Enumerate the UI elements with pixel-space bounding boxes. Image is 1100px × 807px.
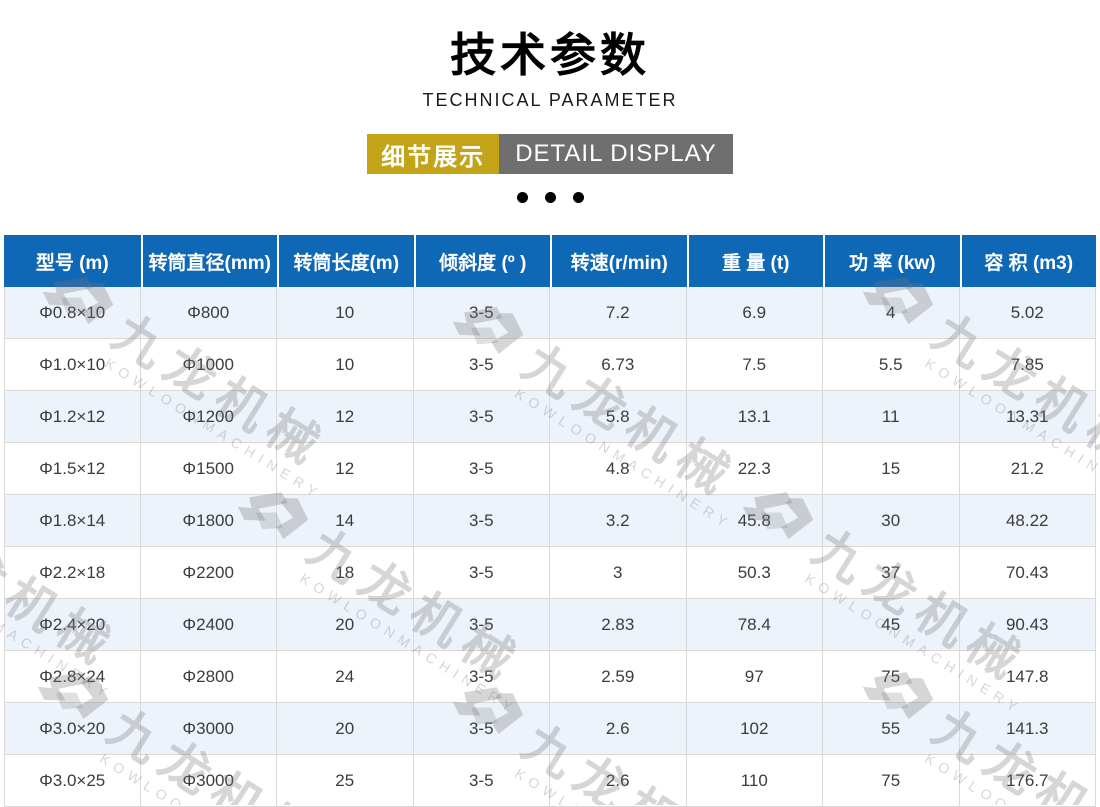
table-cell: 141.3 xyxy=(959,703,1096,755)
dot-icon xyxy=(544,192,556,203)
table-cell: 55 xyxy=(823,703,960,755)
table-cell: 13.31 xyxy=(959,391,1096,443)
table-cell: 78.4 xyxy=(686,599,823,651)
column-header: 转速(r/min) xyxy=(550,235,687,287)
table-cell: 7.5 xyxy=(686,339,823,391)
table-cell: 147.8 xyxy=(959,651,1096,703)
table-cell: 2.6 xyxy=(550,703,687,755)
column-header: 转筒长度(m) xyxy=(277,235,414,287)
technical-parameter-table: 型号 (m) 转筒直径(mm) 转筒长度(m) 倾斜度 (º ) 转速(r/min) 重 … xyxy=(4,235,1096,807)
table-cell: 7.85 xyxy=(959,339,1096,391)
table-cell: 10 xyxy=(277,287,414,339)
table-cell: 10 xyxy=(277,339,414,391)
table-cell: Φ2800 xyxy=(140,651,277,703)
table-cell: Φ800 xyxy=(140,287,277,339)
column-header: 功 率 (kw) xyxy=(823,235,960,287)
table-cell: 4 xyxy=(823,287,960,339)
table-cell: 3.2 xyxy=(550,495,687,547)
table-cell: 30 xyxy=(823,495,960,547)
page-title: 技术参数 xyxy=(450,29,650,81)
table-cell: 37 xyxy=(823,547,960,599)
table-cell: 3-5 xyxy=(413,339,550,391)
table-cell: 21.2 xyxy=(959,443,1096,495)
table-cell: Φ1.0×10 xyxy=(4,339,141,391)
table-cell: 25 xyxy=(277,755,414,807)
table-cell: Φ1500 xyxy=(140,443,277,495)
table-cell: 3-5 xyxy=(413,755,550,807)
table-cell: Φ3.0×20 xyxy=(4,703,141,755)
table-cell: 15 xyxy=(823,443,960,495)
column-header: 倾斜度 (º ) xyxy=(413,235,550,287)
column-header: 转筒直径(mm) xyxy=(140,235,277,287)
dot-icon xyxy=(572,192,584,203)
table-cell: 3-5 xyxy=(413,547,550,599)
detail-display-banner: 细节展示 DETAIL DISPLAY xyxy=(367,134,733,174)
table-cell: Φ1.2×12 xyxy=(4,391,141,443)
table-cell: 3-5 xyxy=(413,287,550,339)
table-cell: Φ2.4×20 xyxy=(4,599,141,651)
table-cell: 12 xyxy=(277,391,414,443)
table-cell: Φ3000 xyxy=(140,703,277,755)
table-cell: 12 xyxy=(277,443,414,495)
banner-label-cn: 细节展示 xyxy=(367,134,500,174)
table-cell: 5.8 xyxy=(550,391,687,443)
table-cell: 11 xyxy=(823,391,960,443)
table-cell: Φ1000 xyxy=(140,339,277,391)
table-cell: Φ2.8×24 xyxy=(4,651,141,703)
page-header: 技术参数 TECHNICAL PARAMETER 细节展示 DETAIL DIS… xyxy=(0,0,1100,204)
table-cell: Φ0.8×10 xyxy=(4,287,141,339)
table-cell: 70.43 xyxy=(959,547,1096,599)
table-cell: 3-5 xyxy=(413,703,550,755)
table-cell: 6.73 xyxy=(550,339,687,391)
table-cell: 18 xyxy=(277,547,414,599)
table-cell: Φ1.8×14 xyxy=(4,495,141,547)
table-cell: 90.43 xyxy=(959,599,1096,651)
table-cell: 45.8 xyxy=(686,495,823,547)
decorative-dots xyxy=(0,192,1100,204)
table-cell: 75 xyxy=(823,755,960,807)
table-cell: 3-5 xyxy=(413,443,550,495)
table-cell: 5.5 xyxy=(823,339,960,391)
table-cell: 2.59 xyxy=(550,651,687,703)
column-header: 重 量 (t) xyxy=(686,235,823,287)
table-cell: 3 xyxy=(550,547,687,599)
table-cell: Φ2200 xyxy=(140,547,277,599)
table-cell: 176.7 xyxy=(959,755,1096,807)
table-cell: Φ2400 xyxy=(140,599,277,651)
table-cell: 14 xyxy=(277,495,414,547)
table-cell: 3-5 xyxy=(413,391,550,443)
table-cell: 110 xyxy=(686,755,823,807)
table-cell: 45 xyxy=(823,599,960,651)
table-cell: 24 xyxy=(277,651,414,703)
banner-label-en: DETAIL DISPLAY xyxy=(499,134,733,174)
table-cell: 97 xyxy=(686,651,823,703)
table-cell: 4.8 xyxy=(550,443,687,495)
table-cell: 7.2 xyxy=(550,287,687,339)
table-cell: 2.83 xyxy=(550,599,687,651)
column-header: 型号 (m) xyxy=(4,235,141,287)
table-cell: 2.6 xyxy=(550,755,687,807)
table-cell: Φ1200 xyxy=(140,391,277,443)
table-cell: 75 xyxy=(823,651,960,703)
table-cell: 50.3 xyxy=(686,547,823,599)
page-subtitle: TECHNICAL PARAMETER xyxy=(422,90,678,110)
table-cell: 6.9 xyxy=(686,287,823,339)
table-cell: Φ2.2×18 xyxy=(4,547,141,599)
table-cell: 102 xyxy=(686,703,823,755)
table-cell: Φ3.0×25 xyxy=(4,755,141,807)
table-cell: 22.3 xyxy=(686,443,823,495)
table-cell: 13.1 xyxy=(686,391,823,443)
table-cell: Φ1.5×12 xyxy=(4,443,141,495)
table-cell: 48.22 xyxy=(959,495,1096,547)
dot-icon xyxy=(516,192,528,203)
table-cell: 20 xyxy=(277,703,414,755)
table-cell: 3-5 xyxy=(413,599,550,651)
table-cell: 3-5 xyxy=(413,495,550,547)
table-cell: Φ3000 xyxy=(140,755,277,807)
table-cell: 5.02 xyxy=(959,287,1096,339)
column-header: 容 积 (m3) xyxy=(959,235,1096,287)
table-cell: 3-5 xyxy=(413,651,550,703)
table-cell: 20 xyxy=(277,599,414,651)
table-cell: Φ1800 xyxy=(140,495,277,547)
